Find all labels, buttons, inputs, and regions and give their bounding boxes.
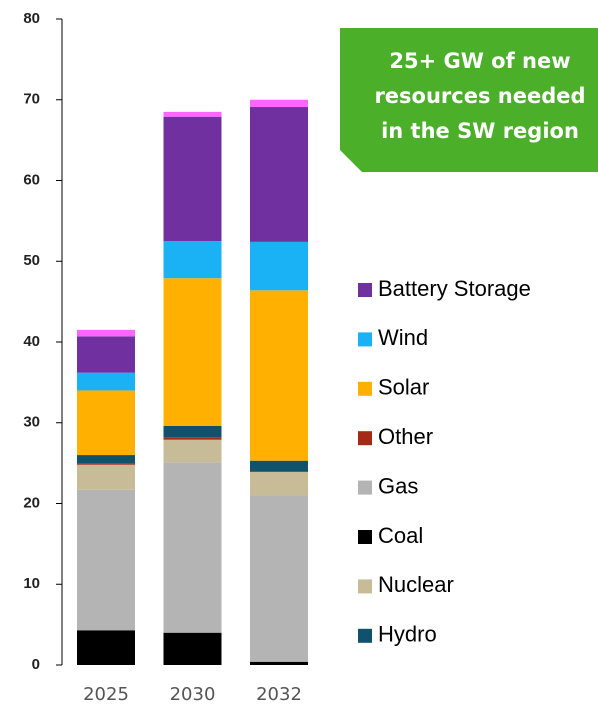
x-tick-label: 2025 bbox=[83, 684, 129, 705]
bar-segment bbox=[163, 439, 222, 463]
bar-segment bbox=[163, 241, 222, 279]
bar-segment bbox=[163, 111, 222, 117]
bar-segment bbox=[250, 241, 308, 291]
callout-text: in the SW region bbox=[381, 119, 579, 143]
y-tick-label: 80 bbox=[23, 10, 40, 27]
legend-label: Other bbox=[378, 424, 433, 449]
bar-segment bbox=[77, 630, 135, 665]
legend-swatch bbox=[358, 480, 372, 495]
bar-segment bbox=[77, 489, 135, 631]
bar-segment bbox=[163, 632, 222, 665]
y-tick-label: 70 bbox=[23, 91, 40, 108]
callout-group: 25+ GW of new resources needed in the SW… bbox=[340, 28, 598, 172]
bar-segment bbox=[250, 661, 308, 665]
bar-segment bbox=[250, 472, 308, 496]
bar-segment bbox=[77, 455, 135, 464]
bar-segment bbox=[250, 99, 308, 108]
legend-swatch bbox=[358, 332, 372, 347]
bar-segment bbox=[163, 425, 222, 438]
legend-label: Gas bbox=[378, 473, 418, 498]
legend-swatch bbox=[358, 431, 372, 446]
legend-swatch bbox=[358, 530, 372, 544]
y-tick-label: 20 bbox=[23, 494, 40, 511]
y-tick-label: 40 bbox=[23, 333, 40, 350]
callout-text: 25+ GW of new bbox=[389, 49, 570, 73]
legend-swatch bbox=[358, 579, 372, 594]
bar-segment bbox=[163, 462, 222, 633]
bar-segment bbox=[77, 463, 135, 465]
x-tick-label: 2030 bbox=[170, 684, 216, 705]
legend-swatch bbox=[358, 283, 372, 297]
bar-segment bbox=[163, 278, 222, 426]
y-tick-label: 50 bbox=[23, 252, 40, 269]
bar-segment bbox=[163, 116, 222, 242]
bar-segment bbox=[77, 336, 135, 373]
bar-segment bbox=[250, 107, 308, 242]
legend-swatch bbox=[358, 381, 372, 396]
bar-segment bbox=[250, 460, 308, 472]
y-tick-label: 60 bbox=[23, 171, 40, 188]
legend-label: Hydro bbox=[378, 622, 437, 647]
legend-swatch bbox=[358, 628, 372, 643]
bar-segment bbox=[250, 471, 308, 473]
y-tick-label: 30 bbox=[23, 414, 40, 431]
callout-box bbox=[340, 28, 598, 172]
y-tick-label: 10 bbox=[23, 575, 40, 592]
legend-label: Wind bbox=[378, 325, 428, 350]
legend-label: Battery Storage bbox=[378, 276, 531, 301]
bar-segment bbox=[250, 495, 308, 662]
bar-segment bbox=[77, 329, 135, 337]
legend-label: Solar bbox=[378, 375, 429, 400]
x-tick-label: 2032 bbox=[256, 684, 302, 705]
y-tick-label: 0 bbox=[32, 656, 40, 673]
bar-segment bbox=[163, 437, 222, 440]
legend-label: Coal bbox=[378, 523, 423, 548]
bar-segment bbox=[77, 464, 135, 490]
bar-segment bbox=[77, 372, 135, 391]
legend-label: Nuclear bbox=[378, 572, 454, 597]
callout-text: resources needed bbox=[374, 84, 585, 108]
bar-segment bbox=[77, 390, 135, 456]
bar-segment bbox=[250, 290, 308, 461]
